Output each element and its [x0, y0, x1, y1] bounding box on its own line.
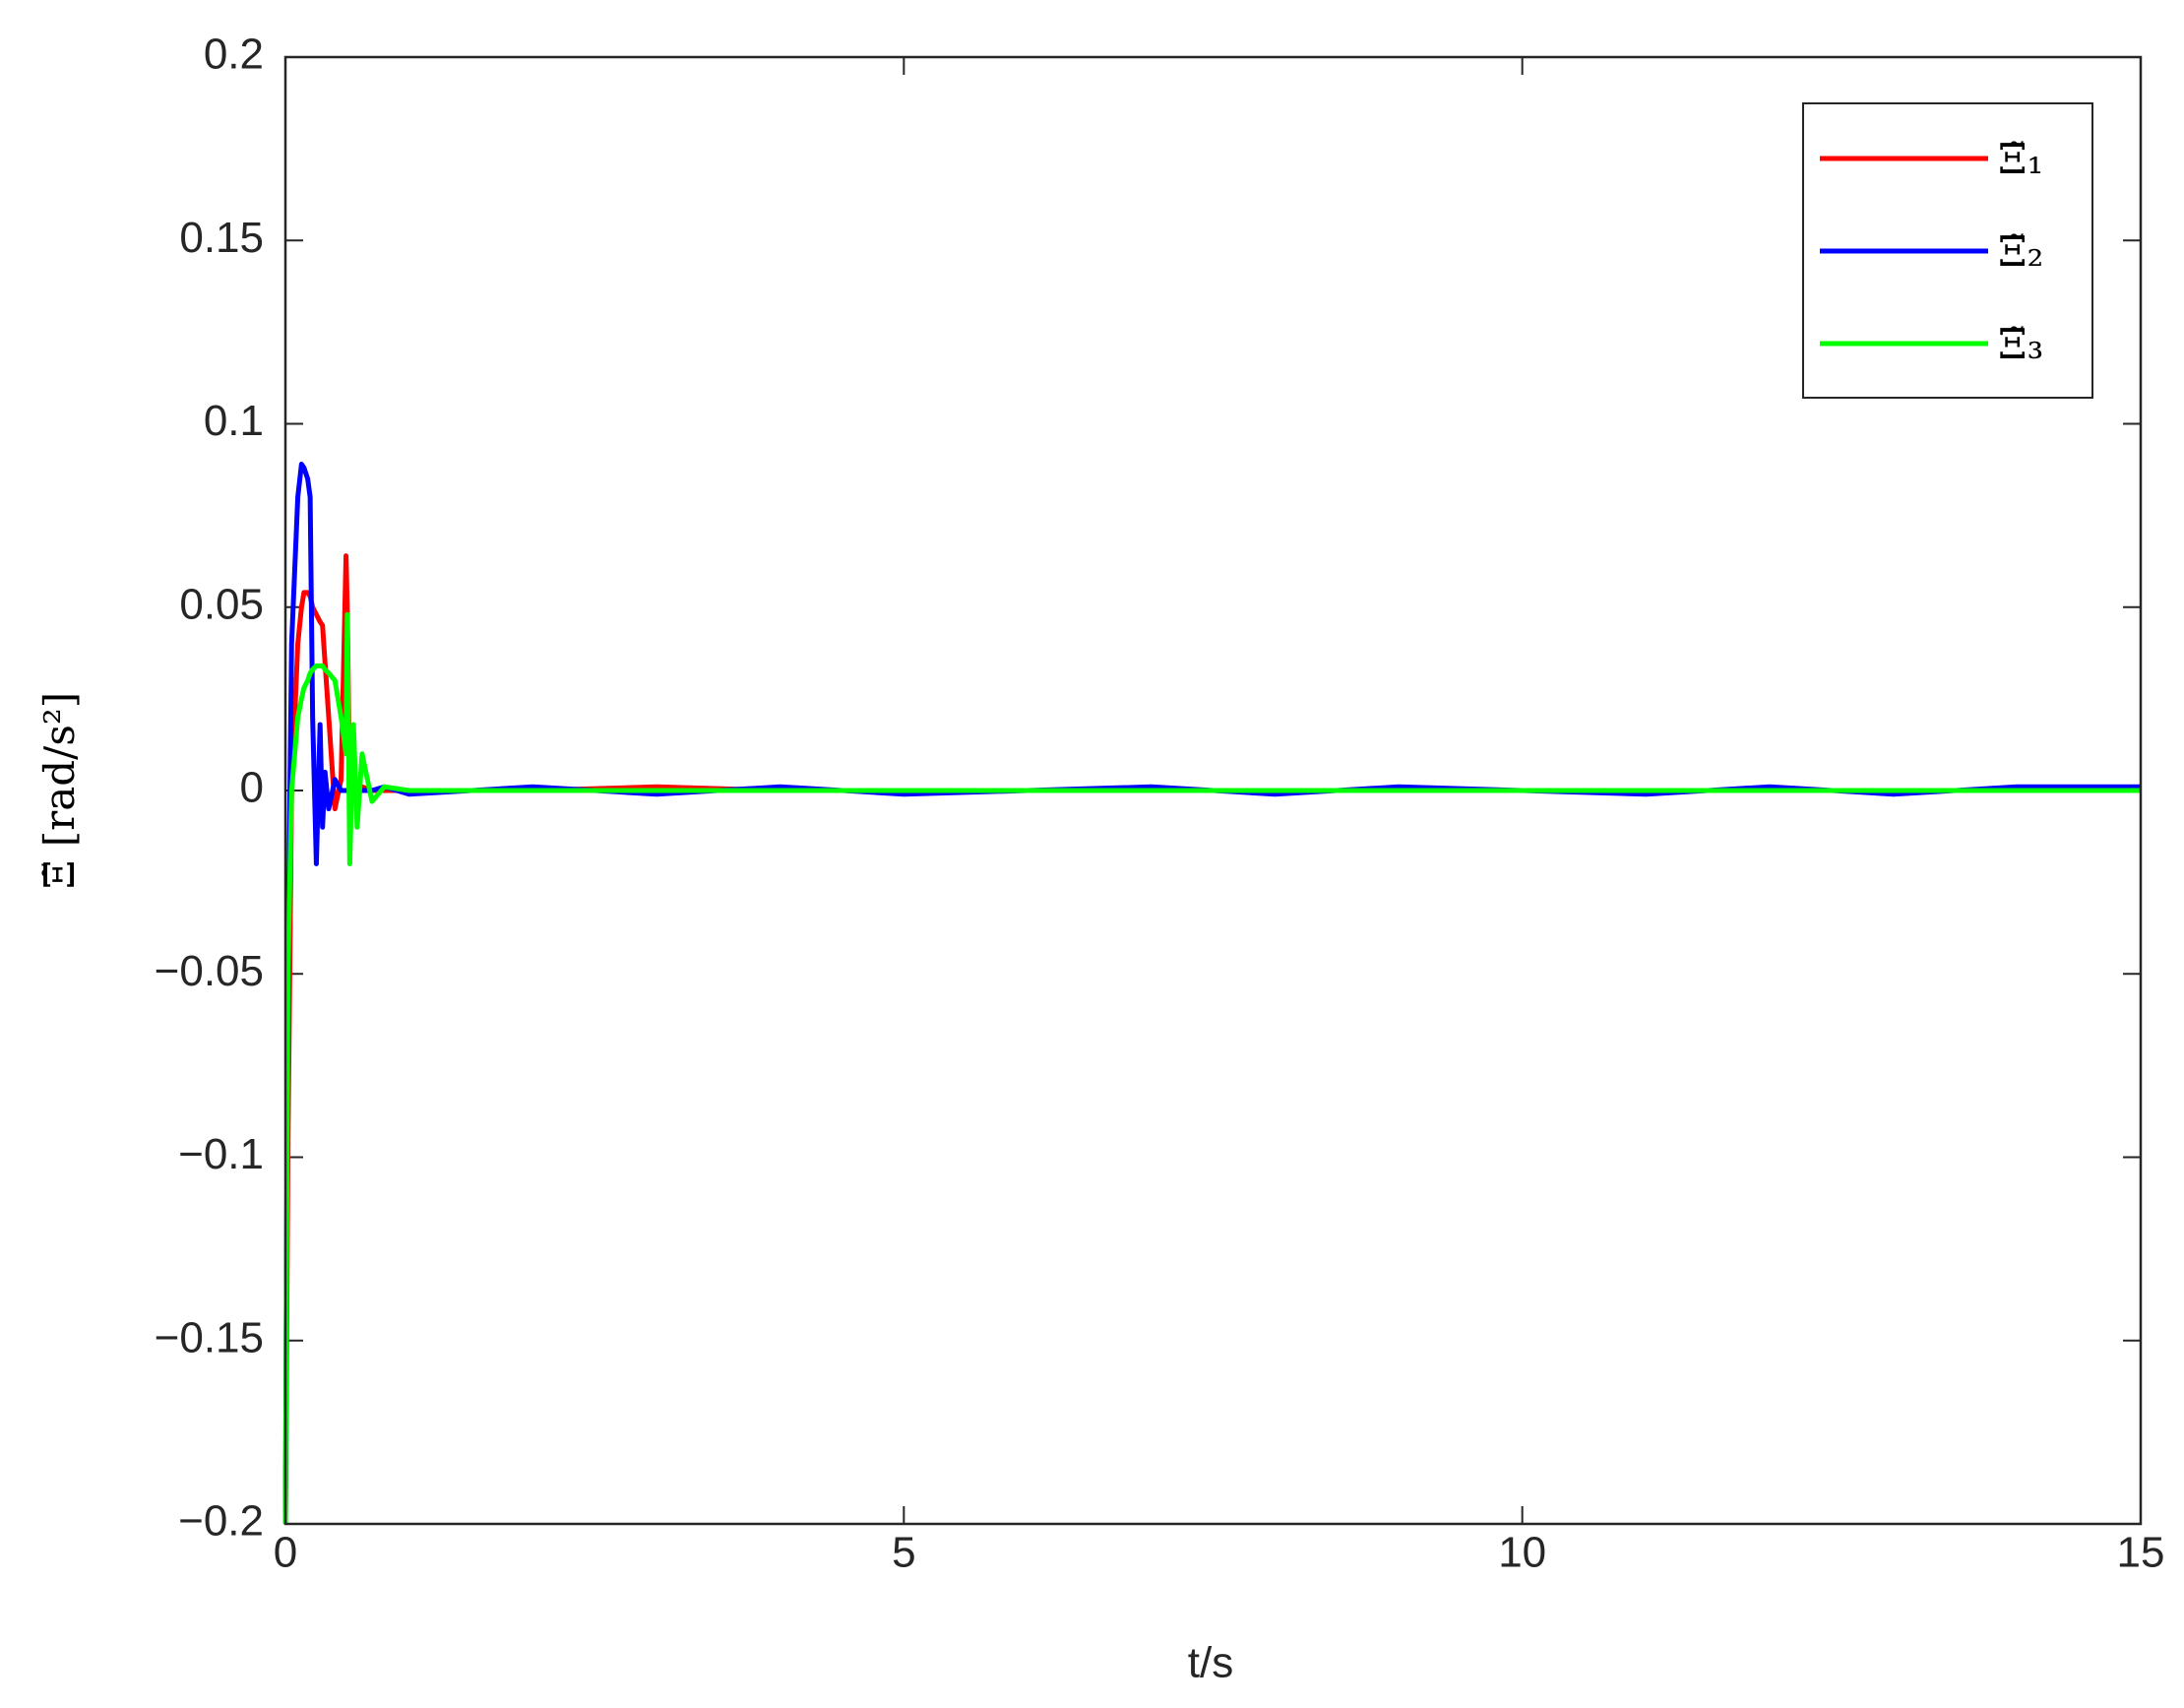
y-tick-label: −0.2 — [178, 1497, 264, 1546]
y-tick-label: −0.15 — [155, 1313, 264, 1361]
legend-label: Ξ̃₁ — [1998, 135, 2043, 183]
series-line — [282, 611, 2141, 1525]
y-tick-label: 0 — [240, 764, 264, 812]
y-tick-label: 0.2 — [204, 31, 264, 79]
plot-frame — [283, 55, 2143, 1526]
y-axis-label: Ξ̃ [rad/s²] — [35, 692, 84, 889]
x-axis-label: t/s — [1188, 1639, 1233, 1687]
y-tick-label: 0.1 — [204, 397, 264, 445]
y-tick-label: 0.05 — [179, 580, 264, 628]
legend-label: Ξ̃₂ — [1998, 227, 2043, 276]
x-tick-label: 15 — [2117, 1529, 2165, 1577]
x-tick-label: 5 — [892, 1529, 915, 1577]
y-tick-label: 0.15 — [179, 214, 264, 262]
y-tick-label: −0.05 — [155, 947, 264, 995]
y-tick-label: −0.1 — [178, 1130, 264, 1178]
legend-label: Ξ̃₃ — [1998, 320, 2043, 368]
x-tick-label: 10 — [1498, 1529, 1546, 1577]
x-tick-label: 0 — [274, 1529, 297, 1577]
